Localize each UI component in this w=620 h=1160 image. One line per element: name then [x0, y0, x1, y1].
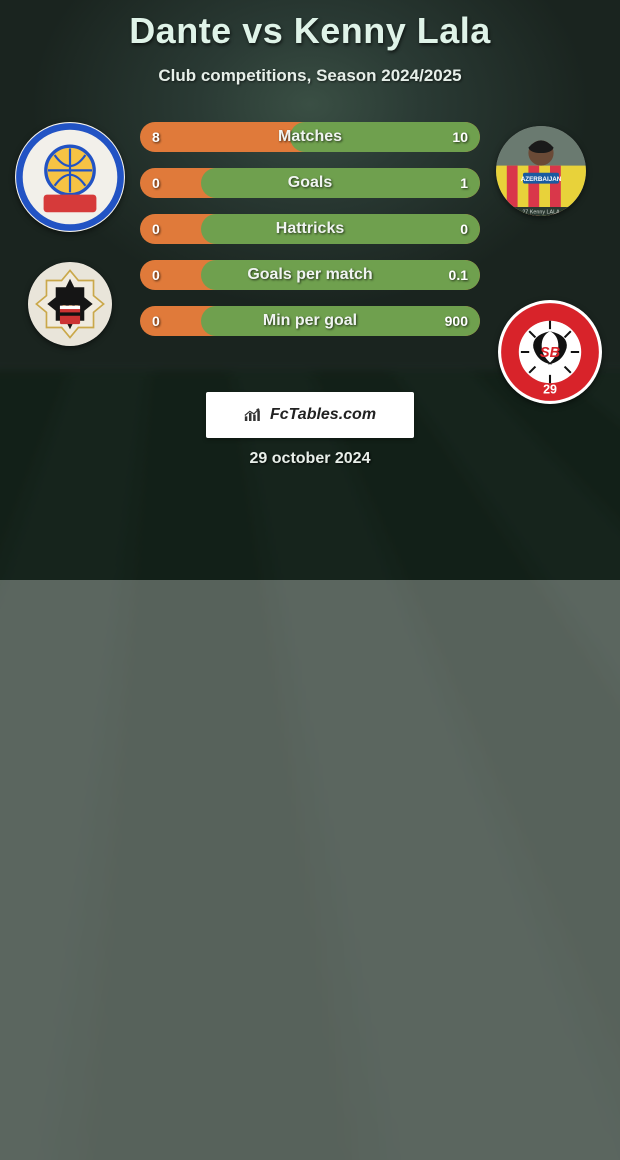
content-root: Dante vs Kenny Lala Club competitions, S…	[0, 0, 620, 580]
footer-date: 29 october 2024	[250, 450, 371, 468]
bar-value-left: 0	[152, 175, 160, 191]
stat-row: Hattricks 0 0	[140, 214, 480, 244]
bar-value-left: 0	[152, 313, 160, 329]
club-left-logo: OGC	[28, 262, 112, 346]
comparison-bars: Matches810Goals01Hattricks00Goals per ma…	[140, 122, 480, 352]
bar-value-right: 10	[452, 129, 468, 145]
bar-label: Matches	[278, 128, 342, 146]
svg-text:SB: SB	[540, 345, 560, 361]
svg-text:27 Kenny LALA: 27 Kenny LALA	[522, 209, 560, 215]
bar-value-right: 1	[460, 175, 468, 191]
bar-value-left: 0	[152, 221, 160, 237]
bar-value-right: 900	[445, 313, 468, 329]
page-title: Dante vs Kenny Lala	[0, 0, 620, 52]
brand-logo[interactable]: FcTables.com	[206, 392, 414, 438]
bar-value-right: 0	[460, 221, 468, 237]
stat-row: Goals 0 1	[140, 168, 480, 198]
bar-label: Hattricks	[276, 220, 344, 238]
brand-text: FcTables.com	[270, 406, 376, 424]
club-right-logo: SB 29	[498, 300, 602, 404]
bar-value-right: 0.1	[449, 267, 468, 283]
bar-label: Goals per match	[247, 266, 372, 284]
stat-row: Min per goal 0 900	[140, 306, 480, 336]
subtitle: Club competitions, Season 2024/2025	[0, 66, 620, 86]
bar-label: Min per goal	[263, 312, 357, 330]
svg-text:29: 29	[543, 383, 557, 397]
bar-label: Goals	[288, 174, 332, 192]
svg-text:AZERBAIJAN: AZERBAIJAN	[521, 176, 562, 183]
player-right-avatar: AZERBAIJAN 27 Kenny LALA	[496, 126, 586, 216]
stat-row: Goals per match 0 0.1	[140, 260, 480, 290]
bar-value-left: 8	[152, 129, 160, 145]
stat-row: Matches 8 10	[140, 122, 480, 152]
chart-icon	[244, 408, 264, 422]
player-left-avatar	[15, 122, 125, 232]
bar-value-left: 0	[152, 267, 160, 283]
bar-right-fill	[201, 168, 480, 198]
